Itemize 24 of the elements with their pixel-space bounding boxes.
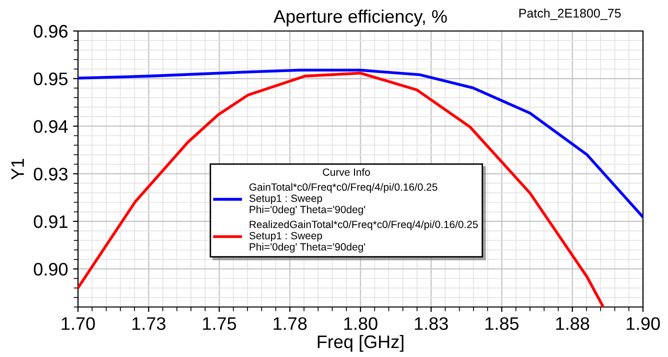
legend-label: GainTotal*c0/Freq*c0/Freq/4/pi/0.16/0.25 Setup1 : Sweep Phi='0deg' Theta='90deg' bbox=[249, 183, 438, 216]
y-tick-label: 0.96 bbox=[34, 24, 68, 38]
x-tick-label: 1.73 bbox=[132, 317, 166, 330]
x-tick-label: 1.83 bbox=[414, 317, 448, 330]
y-tick-label: 0.94 bbox=[34, 120, 68, 133]
y-tick-label: 0.95 bbox=[34, 72, 68, 86]
legend-title: Curve Info bbox=[322, 168, 370, 176]
x-tick-label: 1.70 bbox=[62, 317, 95, 330]
x-tick-label: 1.90 bbox=[626, 317, 660, 330]
line-series bbox=[78, 72, 605, 307]
legend-label: RealizedGainTotal*c0/Freq*c0/Freq/4/pi/0.16/0.25 Setup1 : Sweep Phi='0deg' Theta='90deg' bbox=[249, 220, 478, 253]
y-tick-label: 0.93 bbox=[34, 168, 68, 180]
y-tick-label: 0.90 bbox=[34, 262, 68, 276]
y-tick-label: 0.91 bbox=[34, 215, 68, 228]
chart-title: Aperture efficiency, % bbox=[274, 10, 447, 26]
x-tick-label: 1.85 bbox=[486, 317, 519, 330]
y-axis-title: Y1 bbox=[11, 158, 24, 180]
x-axis-title: Freq [GHz] bbox=[318, 334, 404, 352]
x-tick-label: 1.80 bbox=[344, 317, 378, 330]
text: Patch_2E1800_75 bbox=[519, 8, 621, 20]
x-tick-label: 1.75 bbox=[203, 317, 236, 330]
x-tick-label: 1.78 bbox=[274, 317, 307, 330]
x-tick-label: 1.88 bbox=[556, 317, 590, 330]
line-series bbox=[78, 68, 643, 219]
